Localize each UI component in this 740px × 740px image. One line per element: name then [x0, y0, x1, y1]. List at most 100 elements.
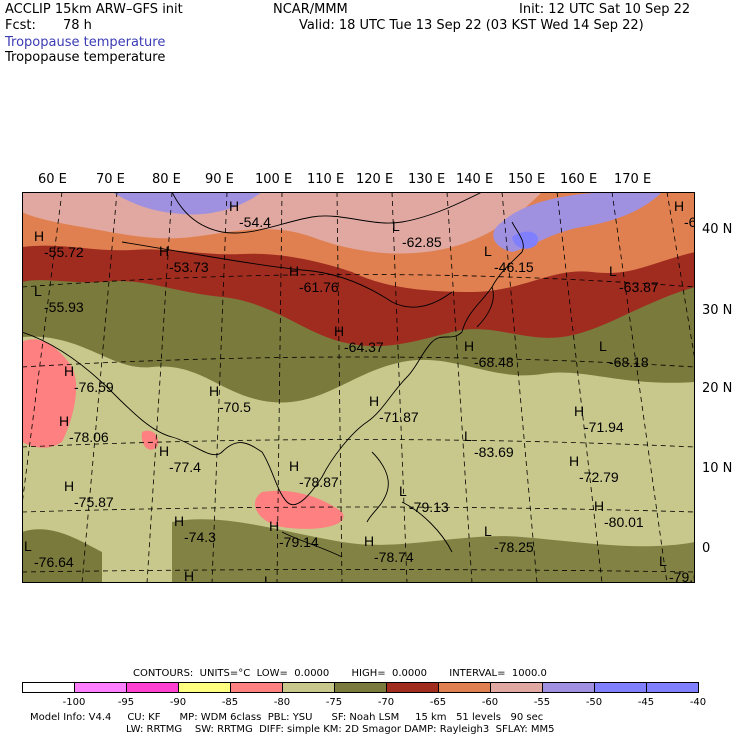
- high-marker: H: [569, 453, 579, 469]
- high-marker: H: [229, 198, 239, 214]
- high-marker: H: [364, 533, 374, 549]
- colorbar-label: -100: [62, 697, 86, 708]
- latitude-label: 10 N: [702, 461, 733, 476]
- field-band-80-patch: [141, 430, 159, 450]
- low-marker: L: [659, 553, 667, 569]
- high-marker: H: [209, 383, 219, 399]
- forecast-hour: 78 h: [63, 18, 92, 33]
- extremum-value: -64.37: [344, 339, 384, 355]
- colorbar-label: -75: [325, 697, 343, 708]
- extremum-value: -61.76: [299, 279, 339, 295]
- high-marker: H: [464, 338, 474, 354]
- colorbar-label: °C: [730, 697, 740, 708]
- colorbar-swatch: [386, 682, 439, 693]
- low-marker: L: [484, 523, 492, 539]
- latitude-label: 20 N: [702, 381, 733, 396]
- latitude-label: 40 N: [702, 222, 733, 237]
- colorbar-label: -80: [273, 697, 291, 708]
- extremum-value: -54.4: [239, 214, 271, 230]
- colorbar-swatch: [594, 682, 647, 693]
- extremum-value: -60: [684, 214, 695, 230]
- colorbar-swatch: [438, 682, 491, 693]
- extremum-value: -76.59: [74, 379, 114, 395]
- low-marker: L: [484, 243, 492, 259]
- low-marker: L: [609, 263, 617, 279]
- colorbar-swatch: [646, 682, 699, 693]
- field-title: Tropopause temperature: [5, 50, 166, 65]
- high-low-labels: H-54.4L-62.85H-60H-55.72H-53.73H-61.76L-…: [24, 198, 695, 583]
- model-info-line-1: Model Info: V4.4 CU: KF MP: WDM 6class P…: [30, 712, 544, 723]
- extremum-value: -78.06: [69, 429, 109, 445]
- extremum-value: -71.94: [584, 419, 624, 435]
- high-marker: H: [64, 478, 74, 494]
- colorbar-swatch: [542, 682, 595, 693]
- high-marker: H: [289, 263, 299, 279]
- colorbar-swatch: [490, 682, 543, 693]
- extremum-value: -68.18: [609, 354, 649, 370]
- extremum-value: -55.93: [44, 299, 84, 315]
- high-marker: H: [184, 568, 194, 583]
- colorbar-swatch: [334, 682, 387, 693]
- contours-info: CONTOURS: UNITS=°C LOW= 0.0000 HIGH= 0.0…: [133, 668, 547, 679]
- model-info-line-2: LW: RRTMG SW: RRTMG DIFF: simple KM: 2D …: [126, 724, 555, 735]
- init-time: Init: 12 UTC Sat 10 Sep 22: [519, 2, 691, 17]
- colorbar-label: -85: [221, 697, 239, 708]
- colorbar-label: -65: [429, 697, 447, 708]
- colorbar-swatch: [22, 682, 75, 693]
- colorbar-label: -60: [481, 697, 499, 708]
- extremum-value: -62.85: [402, 234, 442, 250]
- extremum-value: -68.48: [474, 354, 514, 370]
- map-frame: [22, 192, 695, 583]
- colorbar-swatch: [74, 682, 127, 693]
- high-marker: H: [269, 518, 279, 534]
- field-title-blue: Tropopause temperature: [5, 35, 166, 50]
- high-marker: H: [64, 363, 74, 379]
- longitude-label: 110 E: [307, 172, 345, 187]
- extremum-value: -77.4: [169, 459, 201, 475]
- longitude-label: 60 E: [38, 172, 67, 187]
- colorbar-label: -90: [169, 697, 187, 708]
- coastlines: [22, 192, 524, 558]
- high-marker: H: [334, 323, 344, 339]
- high-marker: H: [594, 498, 604, 514]
- colorbar-swatch: [282, 682, 335, 693]
- longitude-label: 140 E: [456, 172, 494, 187]
- colorbar-label: -95: [117, 697, 135, 708]
- extremum-value: -72.79: [579, 469, 619, 485]
- longitude-label: 150 E: [508, 172, 546, 187]
- low-marker: L: [24, 538, 32, 554]
- high-marker: H: [369, 393, 379, 409]
- extremum-value: -83.69: [474, 444, 514, 460]
- extremum-value: -53.73: [169, 259, 209, 275]
- extremum-value: -55.72: [44, 244, 84, 260]
- low-marker: L: [399, 483, 407, 499]
- high-marker: H: [34, 228, 44, 244]
- extremum-value: -75.87: [74, 494, 114, 510]
- low-marker: L: [464, 428, 472, 444]
- field-band-50-west: [112, 192, 262, 215]
- valid-time: Valid: 18 UTC Tue 13 Sep 22 (03 KST Wed …: [299, 18, 644, 33]
- center-name: NCAR/MMM: [273, 2, 348, 17]
- colorbar-label: -55: [533, 697, 551, 708]
- field-band-45: [512, 231, 538, 249]
- longitude-label: 70 E: [96, 172, 125, 187]
- colorbar-swatch: [126, 682, 179, 693]
- longitude-label: 80 E: [152, 172, 181, 187]
- colorbar-label: -50: [585, 697, 603, 708]
- tropopause-temperature-map: H-54.4L-62.85H-60H-55.72H-53.73H-61.76L-…: [22, 192, 695, 583]
- extremum-value: -79.0: [669, 569, 695, 583]
- field-band-70-sw: [22, 529, 102, 583]
- model-title: ACCLIP 15km ARW–GFS init: [5, 2, 183, 17]
- colorbar-label: -45: [637, 697, 655, 708]
- low-marker: L: [264, 573, 272, 583]
- high-marker: H: [574, 403, 584, 419]
- graticule: [22, 192, 695, 583]
- extremum-value: -78.87: [299, 474, 339, 490]
- high-marker: H: [289, 458, 299, 474]
- longitude-label: 130 E: [408, 172, 446, 187]
- longitude-label: 120 E: [356, 172, 394, 187]
- colorbar-label: -70: [377, 697, 395, 708]
- low-marker: L: [34, 283, 42, 299]
- colorbar-swatch: [178, 682, 231, 693]
- field-band-80-south: [254, 490, 344, 529]
